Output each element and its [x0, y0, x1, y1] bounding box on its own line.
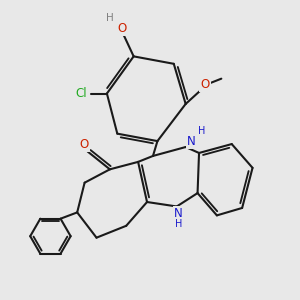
Text: N: N	[187, 135, 195, 148]
Text: Cl: Cl	[75, 87, 87, 100]
Text: O: O	[80, 138, 88, 152]
Text: H: H	[106, 13, 114, 23]
Text: N: N	[174, 206, 183, 220]
Text: O: O	[200, 78, 210, 91]
Text: O: O	[117, 22, 126, 34]
Text: H: H	[198, 126, 206, 136]
Text: H: H	[175, 219, 182, 229]
